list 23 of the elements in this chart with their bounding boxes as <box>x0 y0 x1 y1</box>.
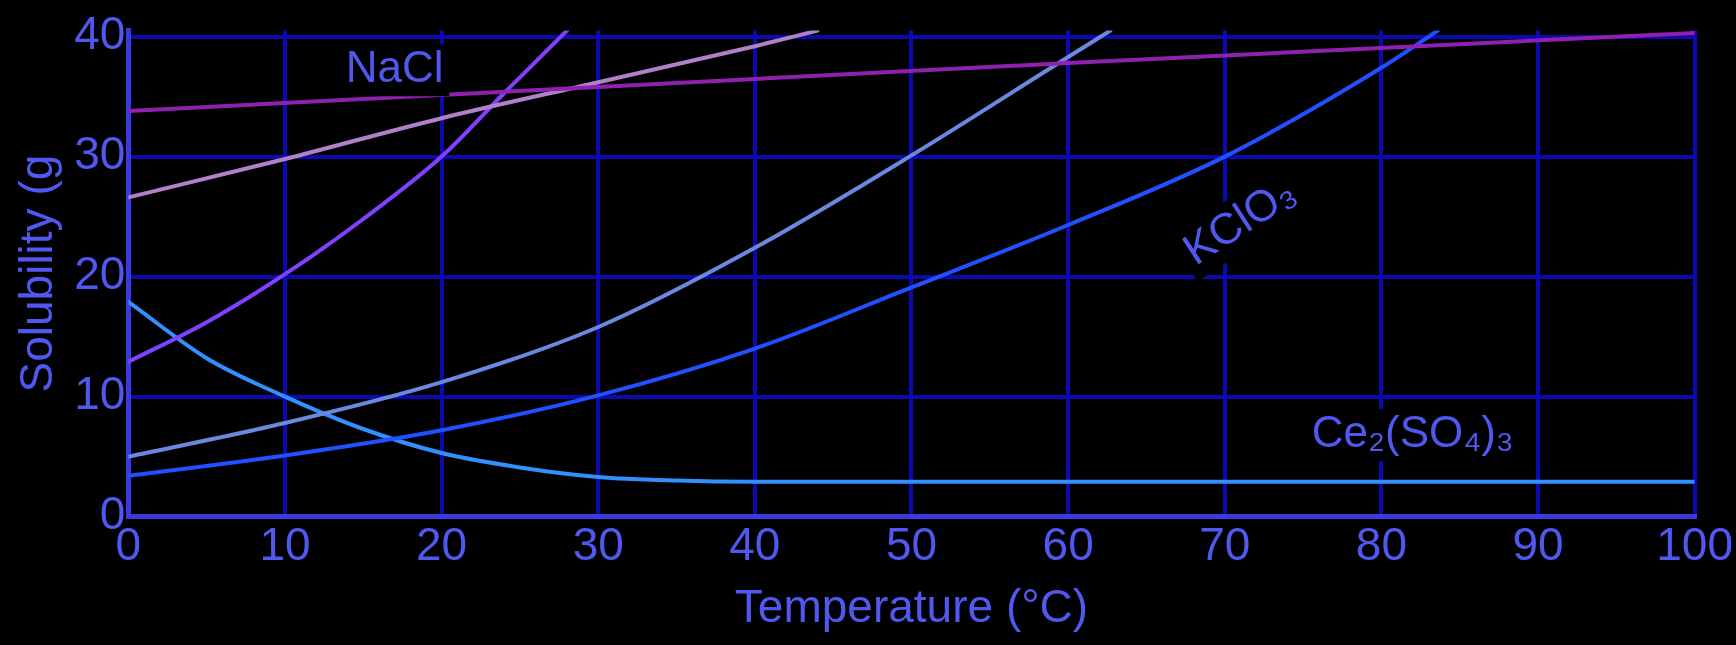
x-tick-label: 100 <box>1656 517 1733 570</box>
x-tick-label: 80 <box>1355 517 1407 570</box>
series-label: Ce₂(SO₄)₃ <box>1311 407 1514 457</box>
x-tick-label: 50 <box>885 517 938 570</box>
line-series <box>128 299 1695 484</box>
x-tick-label: 90 <box>1512 517 1564 570</box>
x-tick-label: 40 <box>729 517 781 570</box>
line-series <box>128 30 820 200</box>
line-series <box>128 30 1113 459</box>
y-tick-label: 10 <box>74 367 126 420</box>
x-axis-title: Temperature (°C) <box>734 580 1089 633</box>
x-tick-label: 70 <box>1199 517 1251 570</box>
x-tick-label: 10 <box>259 517 311 570</box>
y-tick-label: 40 <box>74 7 126 60</box>
y-tick-label: 30 <box>74 127 126 180</box>
y-axis-title: Solubility (g <box>10 154 63 393</box>
y-tick-label: 20 <box>74 247 126 300</box>
x-tick-label: 20 <box>416 517 468 570</box>
series-label: NaCl <box>345 42 444 92</box>
line-series <box>128 31 1695 113</box>
x-tick-label: 30 <box>572 517 624 570</box>
line-series <box>128 30 569 364</box>
x-tick-label: 60 <box>1042 517 1094 570</box>
